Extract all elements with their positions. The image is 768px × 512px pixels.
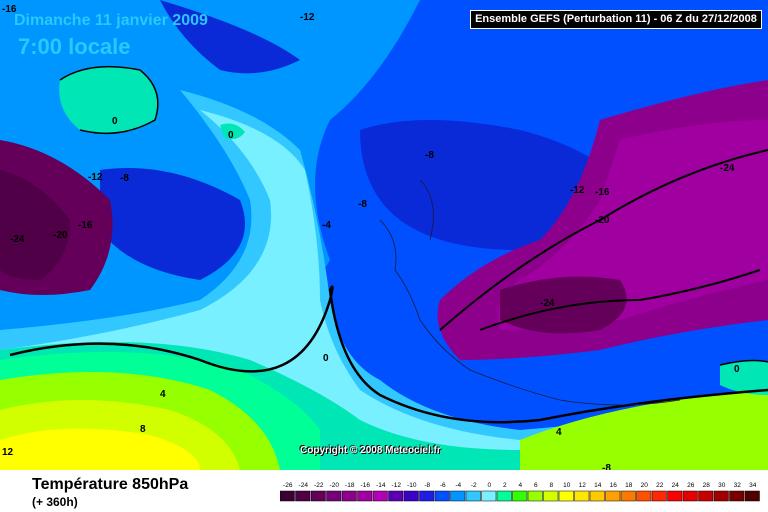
legend-tick-label: -22 [314, 482, 324, 489]
isotherm-label: 0 [323, 353, 329, 364]
legend-tick-label: 8 [549, 482, 553, 489]
temperature-map [0, 0, 768, 470]
isotherm-label: 0 [734, 364, 740, 375]
legend-swatch [481, 490, 497, 502]
isotherm-label: -16 [595, 187, 610, 198]
legend-tick-label: 2 [503, 482, 507, 489]
legend-swatch [357, 490, 373, 502]
legend-swatch [527, 490, 543, 502]
legend-tick-label: 26 [687, 482, 695, 489]
legend-tick-label: 28 [703, 482, 711, 489]
isotherm-label: 4 [556, 427, 562, 438]
isotherm-label: 4 [160, 389, 166, 400]
isotherm-label: -20 [595, 215, 610, 226]
legend-tick-label: -6 [440, 482, 446, 489]
legend-swatch [496, 490, 512, 502]
isotherm-label: -8 [358, 199, 367, 210]
legend-swatch [667, 490, 683, 502]
legend-swatch [574, 490, 590, 502]
legend-tick-label: -8 [424, 482, 430, 489]
isotherm-label: -20 [53, 230, 68, 241]
legend-tick-label: -20 [330, 482, 340, 489]
isotherm-label: -16 [2, 4, 17, 15]
lead-time: (+ 360h) [32, 495, 78, 509]
legend-swatch [636, 490, 652, 502]
legend-tick-label: -24 [299, 482, 309, 489]
legend-swatch [465, 490, 481, 502]
color-legend: -26 -24 -22 -20 -18 -16 -14 -12 -10 -8 -6 -4 -2 0 2 4 6 8… [280, 482, 760, 502]
legend-tick-label: -26 [283, 482, 293, 489]
legend-tick-label: -4 [455, 482, 461, 489]
legend-tick-label: 12 [579, 482, 587, 489]
isotherm-label: -12 [88, 172, 103, 183]
legend-swatch [403, 490, 419, 502]
footer-panel: Température 850hPa (+ 360h) -26 -24 -22 -20… [0, 470, 768, 512]
legend-swatch [589, 490, 605, 502]
legend-tick-label: 32 [734, 482, 742, 489]
copyright-text: Copyright © 2008 Meteociel.fr [300, 445, 441, 456]
legend-swatch [558, 490, 574, 502]
legend-swatch [419, 490, 435, 502]
legend-swatch [512, 490, 528, 502]
legend-swatch [605, 490, 621, 502]
legend-swatch [280, 490, 295, 502]
legend-tick-label: 14 [594, 482, 602, 489]
legend-swatch [326, 490, 342, 502]
legend-swatch [295, 490, 311, 502]
isotherm-label: -12 [570, 185, 585, 196]
forecast-date: Dimanche 11 janvier 2009 [14, 12, 208, 29]
legend-swatch [310, 490, 326, 502]
legend-tick-label: 10 [563, 482, 571, 489]
legend-tick-label: 20 [641, 482, 649, 489]
legend-tick-label: -10 [407, 482, 417, 489]
isotherm-label: -24 [10, 234, 25, 245]
legend-tick-label: 30 [718, 482, 726, 489]
legend-tick-label: 24 [672, 482, 680, 489]
legend-swatch [620, 490, 636, 502]
legend-tick-label: 16 [610, 482, 618, 489]
legend-swatch [450, 490, 466, 502]
legend-tick-label: 0 [487, 482, 491, 489]
legend-tick-label: -14 [376, 482, 386, 489]
legend-swatch [713, 490, 729, 502]
isotherm-label: -12 [300, 12, 315, 23]
isotherm-label: 0 [112, 116, 118, 127]
isotherm-label: -8 [425, 150, 434, 161]
legend-tick-label: 18 [625, 482, 633, 489]
legend-swatch [682, 490, 698, 502]
isotherm-label: -8 [120, 173, 129, 184]
legend-tick-label: -12 [392, 482, 402, 489]
legend-swatch [651, 490, 667, 502]
isotherm-label: 12 [2, 447, 14, 458]
legend-tick-label: -18 [345, 482, 355, 489]
legend-tick-label: 22 [656, 482, 664, 489]
isotherm-label: 8 [140, 424, 146, 435]
isotherm-label: -24 [720, 163, 735, 174]
isotherm-label: -4 [322, 220, 331, 231]
isotherm-label: -8 [602, 463, 611, 474]
legend-swatch [341, 490, 357, 502]
isotherm-label: -24 [540, 298, 555, 309]
variable-title: Température 850hPa [32, 476, 189, 493]
legend-tick-label: -2 [471, 482, 477, 489]
legend-tick-label: 34 [749, 482, 757, 489]
legend-tick-label: 4 [518, 482, 522, 489]
legend-swatch [543, 490, 559, 502]
legend-tick-label: 6 [534, 482, 538, 489]
legend-swatch [434, 490, 450, 502]
legend-tick-label: -16 [361, 482, 371, 489]
isotherm-label: 0 [228, 130, 234, 141]
legend-swatch [388, 490, 404, 502]
legend-swatch [744, 490, 760, 502]
isotherm-label: -16 [78, 220, 93, 231]
model-run: Ensemble GEFS (Perturbation 11) - 06 Z d… [470, 10, 762, 29]
legend-swatch [698, 490, 714, 502]
legend-swatch [372, 490, 388, 502]
local-time: 7:00 locale [18, 34, 131, 59]
legend-swatch [729, 490, 745, 502]
